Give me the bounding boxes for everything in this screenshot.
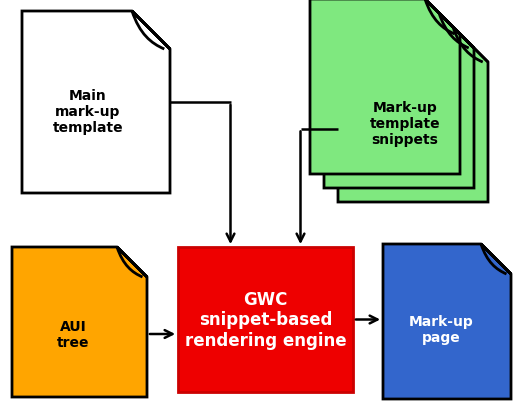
PathPatch shape [453, 28, 488, 63]
PathPatch shape [481, 245, 511, 274]
PathPatch shape [12, 247, 147, 397]
PathPatch shape [22, 12, 170, 193]
PathPatch shape [338, 28, 488, 202]
PathPatch shape [383, 245, 511, 399]
Text: Mark-up
page: Mark-up page [409, 315, 473, 344]
PathPatch shape [425, 0, 460, 35]
Bar [178, 247, 353, 392]
Text: Mark-up
template
snippets: Mark-up template snippets [370, 101, 440, 147]
PathPatch shape [324, 14, 474, 189]
Text: Main
mark-up
template: Main mark-up template [53, 89, 123, 135]
PathPatch shape [117, 247, 147, 277]
Text: AUI
tree: AUI tree [57, 319, 90, 349]
Text: GWC
snippet-based
rendering engine: GWC snippet-based rendering engine [184, 290, 346, 349]
PathPatch shape [310, 0, 460, 175]
PathPatch shape [439, 14, 474, 49]
PathPatch shape [132, 12, 170, 50]
